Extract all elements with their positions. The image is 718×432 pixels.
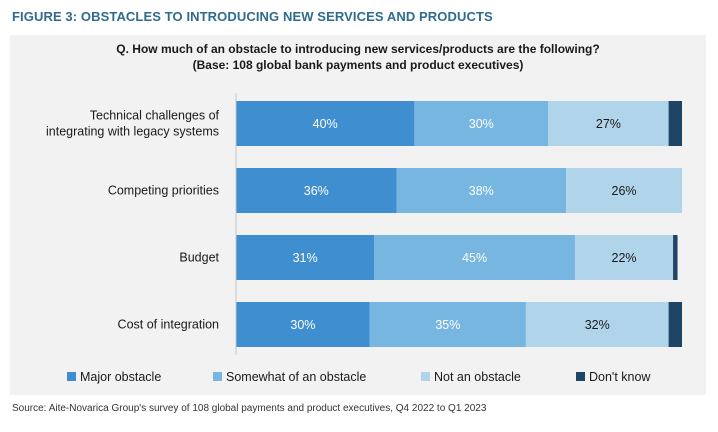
legend: Major obstacle Somewhat of an obstacle Not… bbox=[67, 370, 651, 384]
data-label: 31% bbox=[293, 251, 318, 265]
figure-title: FIGURE 3: OBSTACLES TO INTRODUCING NEW S… bbox=[12, 9, 493, 24]
legend-swatch bbox=[67, 372, 76, 381]
bar-segment bbox=[574, 235, 674, 280]
data-label: 27% bbox=[596, 117, 621, 131]
chart-title: Q. How much of an obstacle to introducin… bbox=[116, 42, 599, 72]
bar-row: 31% 45% 22% bbox=[236, 235, 678, 280]
bar-groups: 40% 30% 27% 36% 38% 26% 31% 45% 22% 30% 35% 32% bbox=[235, 93, 682, 355]
bar-row: 30% 35% 32% bbox=[236, 302, 682, 347]
legend-swatch bbox=[576, 372, 585, 381]
legend-label: Not an obstacle bbox=[434, 370, 521, 384]
bar-segment bbox=[369, 302, 526, 347]
bar-segment bbox=[673, 235, 678, 280]
data-label: 30% bbox=[290, 318, 315, 332]
category-label: Budget bbox=[179, 251, 219, 265]
chart-title-line: Q. How much of an obstacle to introducin… bbox=[116, 42, 599, 56]
bar-segment bbox=[525, 302, 669, 347]
data-label: 35% bbox=[435, 318, 460, 332]
data-label: 30% bbox=[469, 117, 494, 131]
data-label: 38% bbox=[469, 184, 494, 198]
bar-segment bbox=[566, 168, 682, 213]
legend-label: Somewhat of an obstacle bbox=[226, 370, 366, 384]
legend-item: Major obstacle bbox=[67, 370, 161, 384]
bar-segment bbox=[236, 101, 415, 146]
data-label: 32% bbox=[585, 318, 610, 332]
category-labels: Technical challenges of integrating with … bbox=[46, 109, 220, 332]
legend-swatch bbox=[421, 372, 430, 381]
bar-segment bbox=[668, 302, 682, 347]
data-label: 26% bbox=[612, 184, 637, 198]
bar-row: 40% 30% 27% bbox=[236, 101, 682, 146]
data-label: 40% bbox=[313, 117, 338, 131]
category-label: integrating with legacy systems bbox=[46, 125, 219, 139]
bar-segment bbox=[374, 235, 575, 280]
bar-segment bbox=[668, 101, 682, 146]
category-label: Cost of integration bbox=[118, 318, 219, 332]
legend-item: Somewhat of an obstacle bbox=[213, 370, 366, 384]
data-label: 45% bbox=[462, 251, 487, 265]
bar-segment bbox=[236, 168, 397, 213]
data-label: 36% bbox=[304, 184, 329, 198]
chart-title-line: (Base: 108 global bank payments and prod… bbox=[193, 58, 524, 72]
category-label: Technical challenges of bbox=[90, 109, 220, 123]
bar-segment bbox=[396, 168, 567, 213]
bar-segment bbox=[414, 101, 549, 146]
bar-segment bbox=[236, 302, 370, 347]
source-note: Source: Aite-Novarica Group's survey of … bbox=[12, 403, 487, 414]
data-label: 22% bbox=[612, 251, 637, 265]
stacked-bar-chart: Q. How much of an obstacle to introducin… bbox=[46, 42, 682, 384]
legend-swatch bbox=[213, 372, 222, 381]
category-label: Competing priorities bbox=[108, 184, 219, 198]
chart-panel: Q. How much of an obstacle to introducin… bbox=[10, 35, 706, 395]
legend-label: Don't know bbox=[589, 370, 651, 384]
bar-segment bbox=[236, 235, 375, 280]
legend-item: Not an obstacle bbox=[421, 370, 521, 384]
bar-row: 36% 38% 26% bbox=[236, 168, 682, 213]
bar-segment bbox=[548, 101, 669, 146]
legend-item: Don't know bbox=[576, 370, 651, 384]
legend-label: Major obstacle bbox=[80, 370, 161, 384]
